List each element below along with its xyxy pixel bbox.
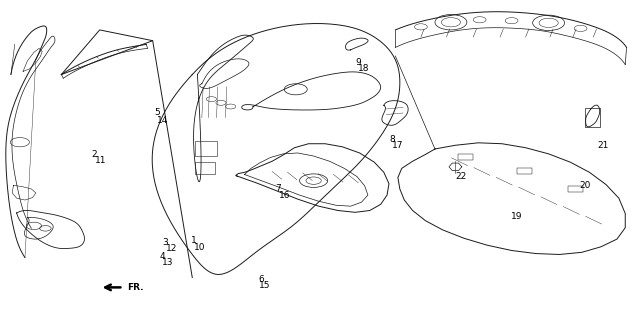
Text: 14: 14 <box>157 116 168 125</box>
Text: 2: 2 <box>92 150 97 159</box>
Text: 1: 1 <box>191 236 196 245</box>
Text: 5: 5 <box>154 108 160 117</box>
Text: 8: 8 <box>389 135 395 144</box>
Text: 15: 15 <box>259 281 270 290</box>
Text: 19: 19 <box>511 212 522 221</box>
Text: 12: 12 <box>166 244 177 253</box>
Text: 9: 9 <box>355 58 361 67</box>
Text: 10: 10 <box>194 243 205 252</box>
Text: 18: 18 <box>358 65 370 74</box>
Text: 6: 6 <box>259 275 264 284</box>
Text: 13: 13 <box>162 258 173 267</box>
Text: 22: 22 <box>455 171 466 180</box>
Text: 4: 4 <box>159 252 164 260</box>
Text: 17: 17 <box>392 142 404 150</box>
Text: FR.: FR. <box>127 283 143 292</box>
Text: 16: 16 <box>278 191 290 200</box>
Text: 11: 11 <box>95 156 106 165</box>
Text: 20: 20 <box>579 181 591 190</box>
Text: 21: 21 <box>597 141 609 150</box>
Text: 7: 7 <box>275 184 281 193</box>
Text: 3: 3 <box>163 238 168 247</box>
